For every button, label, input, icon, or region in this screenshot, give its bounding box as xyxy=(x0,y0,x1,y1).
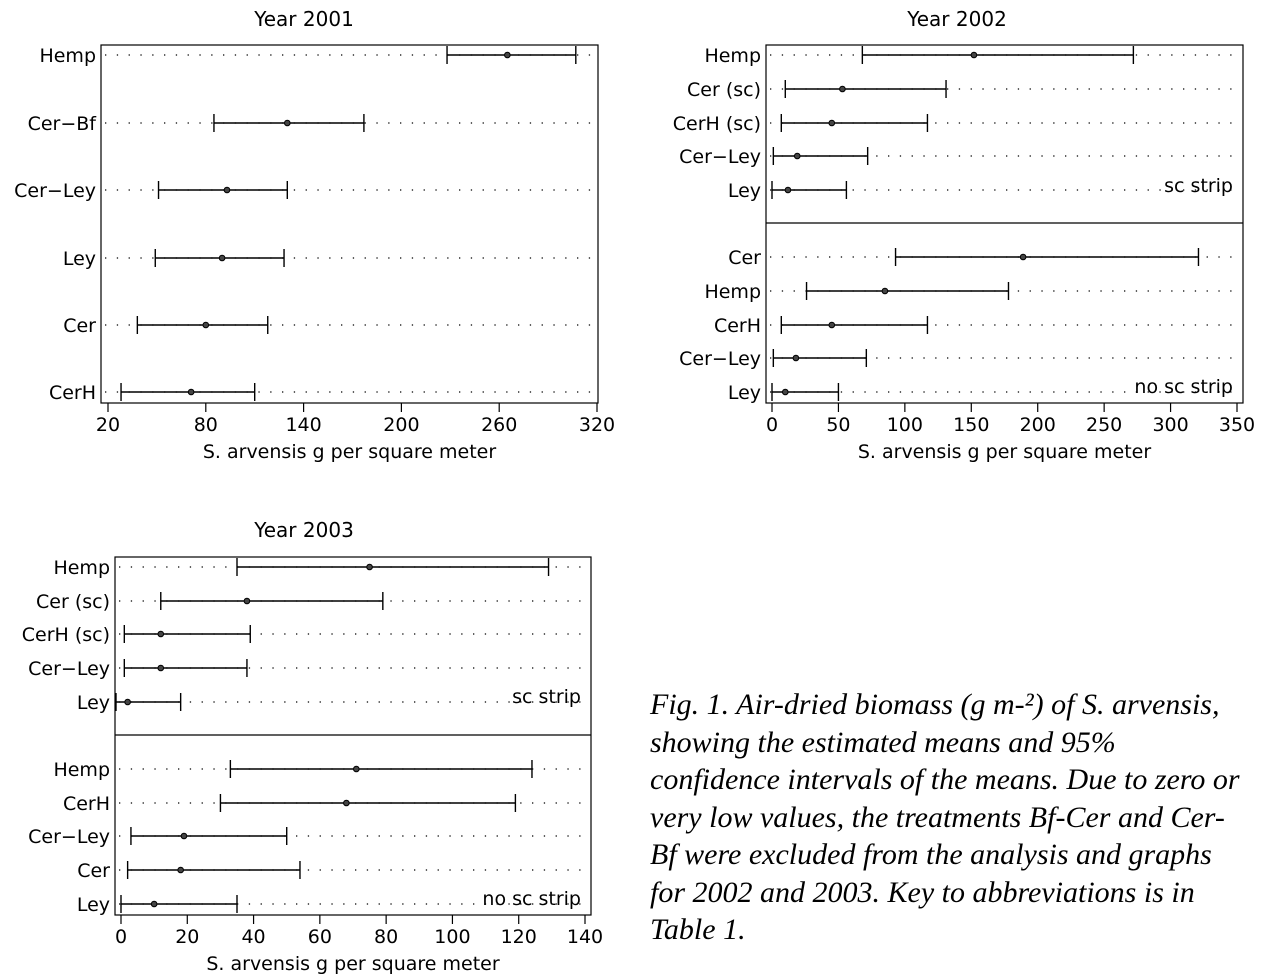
chart1-title: Year 2001 xyxy=(253,7,354,31)
chart2-mean-point xyxy=(792,354,800,362)
chart3-row-label: CerH xyxy=(63,793,110,815)
chart3-title: Year 2003 xyxy=(253,518,354,542)
chart2-x-tick-label: 150 xyxy=(953,414,989,436)
chart2-x-tick-label: 0 xyxy=(766,414,778,436)
chart1-mean-point xyxy=(218,254,226,262)
chart3-row-label: CerH (sc) xyxy=(22,624,110,646)
chart2-row-label: Cer xyxy=(728,247,761,269)
chart3-row-label: Hemp xyxy=(53,759,110,781)
chart1-x-tick-label: 320 xyxy=(579,414,615,436)
chart1-x-tick-label: 20 xyxy=(96,414,120,436)
chart1-x-tick-label: 260 xyxy=(481,414,517,436)
chart1-row-label: Hemp xyxy=(39,45,96,67)
chart2-x-tick-label: 300 xyxy=(1152,414,1188,436)
chart1-mean-point xyxy=(284,119,291,127)
chart3-x-tick-label: 40 xyxy=(241,926,265,948)
chart3-mean-point xyxy=(243,597,251,605)
chart2-mean-point xyxy=(784,186,792,194)
chart2-x-tick-label: 50 xyxy=(826,414,850,436)
chart3-x-axis-label: S. arvensis g per square meter xyxy=(206,953,499,975)
chart3-mean-point xyxy=(157,664,165,672)
figure-caption: Fig. 1. Air-dried biomass (g m-²) of S. … xyxy=(650,688,1240,946)
chart2-row-label: Cer−Ley xyxy=(679,348,761,370)
chart3-row-label: Cer (sc) xyxy=(36,591,110,613)
chart2-frame xyxy=(765,44,1244,404)
chart2-x-axis-label: S. arvensis g per square meter xyxy=(858,441,1151,463)
chart3-mean-point xyxy=(177,866,184,874)
chart3-row-label: Hemp xyxy=(53,557,110,579)
chart2-row-label: Hemp xyxy=(704,281,761,303)
chart2-mean-point xyxy=(781,388,789,396)
chart1-row-label: CerH xyxy=(49,382,96,404)
chart3-row-label: Cer xyxy=(77,860,110,882)
chart2-x-tick-label: 250 xyxy=(1086,414,1122,436)
chart3-group-label: no sc strip xyxy=(482,888,581,910)
chart1-x-axis-label: S. arvensis g per square meter xyxy=(203,441,496,463)
chart3-row-label: Ley xyxy=(77,894,110,916)
chart3-mean-point xyxy=(124,698,131,706)
chart2-x-tick-label: 100 xyxy=(887,414,923,436)
chart1-mean-point xyxy=(223,186,231,194)
chart2-mean-point xyxy=(970,51,978,59)
chart3-row-label: Ley xyxy=(77,692,110,714)
chart3-frame xyxy=(114,556,592,916)
chart2-x-tick-label: 350 xyxy=(1219,414,1255,436)
chart1-mean-point xyxy=(202,321,210,329)
chart1-x-tick-label: 80 xyxy=(194,414,218,436)
chart2-row-label: CerH (sc) xyxy=(673,113,761,135)
chart2-row-label: CerH xyxy=(714,315,761,337)
chart3-x-tick-label: 120 xyxy=(501,926,537,948)
chart1-row-label: Cer xyxy=(63,315,96,337)
chart1-x-tick-label: 140 xyxy=(285,414,321,436)
chart3-x-tick-label: 60 xyxy=(308,926,332,948)
chart3-x-tick-label: 20 xyxy=(175,926,199,948)
chart3-mean-point xyxy=(366,563,373,571)
chart3-x-tick-label: 100 xyxy=(434,926,470,948)
chart1-row-label: Cer−Ley xyxy=(14,180,96,202)
chart2-mean-point xyxy=(881,287,889,295)
chart2-mean-point xyxy=(828,119,836,127)
chart2-group-label: sc strip xyxy=(1164,175,1233,197)
chart3-mean-point xyxy=(353,765,360,773)
chart3-row-label: Cer−Ley xyxy=(28,658,110,680)
chart2-mean-point xyxy=(839,85,846,93)
chart1-x-tick-label: 200 xyxy=(383,414,419,436)
chart2-mean-point xyxy=(828,321,836,329)
chart3-row-label: Cer−Ley xyxy=(28,826,110,848)
chart2-row-label: Cer−Ley xyxy=(679,146,761,168)
chart2-row-label: Hemp xyxy=(704,45,761,67)
chart2-row-label: Ley xyxy=(728,382,761,404)
chart1-mean-point xyxy=(187,388,195,396)
chart1-mean-point xyxy=(504,51,511,59)
chart2-title: Year 2002 xyxy=(906,7,1007,31)
chart3-mean-point xyxy=(343,799,350,807)
chart3-group-label: sc strip xyxy=(512,686,581,708)
chart1-frame xyxy=(100,44,599,404)
chart2-row-label: Cer (sc) xyxy=(687,79,761,101)
chart3-x-tick-label: 80 xyxy=(374,926,398,948)
chart2-group-label: no sc strip xyxy=(1134,376,1233,398)
chart3-x-tick-label: 0 xyxy=(115,926,127,948)
chart1-row-label: Cer−Bf xyxy=(28,113,98,135)
chart2-mean-point xyxy=(1019,253,1027,261)
chart1-row-label: Ley xyxy=(63,248,96,270)
chart2-mean-point xyxy=(793,152,801,160)
chart3-mean-point xyxy=(180,832,188,840)
chart3-mean-point xyxy=(157,630,165,638)
chart2-x-tick-label: 200 xyxy=(1020,414,1056,436)
chart3-x-tick-label: 140 xyxy=(567,926,603,948)
chart2-row-label: Ley xyxy=(728,180,761,202)
chart3-mean-point xyxy=(150,900,158,908)
